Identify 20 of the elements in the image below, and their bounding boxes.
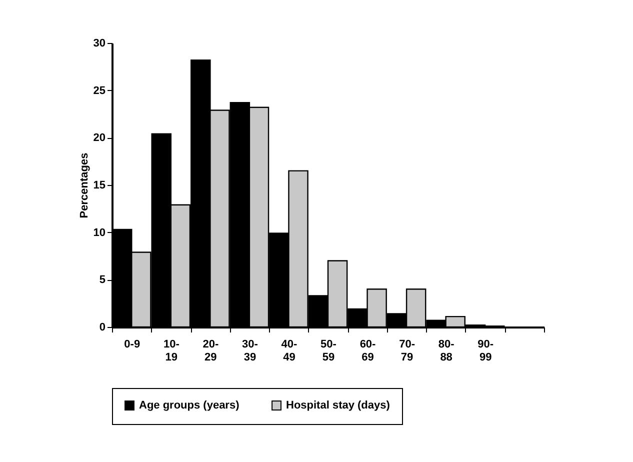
y-tick-label: 30 — [93, 38, 106, 50]
y-tick-label: 0 — [99, 322, 106, 334]
x-tick-label: 40- 49 — [281, 338, 298, 364]
x-tick-label: 70- 79 — [399, 338, 416, 364]
y-tick-label: 5 — [99, 274, 106, 286]
y-axis-title: Percentages — [78, 152, 90, 218]
y-tick-label: 15 — [93, 180, 106, 192]
legend-label: Hospital stay (days) — [286, 400, 390, 412]
x-tick-label: 90- 99 — [478, 338, 494, 364]
legend-label: Age groups (years) — [139, 400, 240, 412]
x-tick-label: 80- 88 — [438, 338, 455, 364]
x-tick-label: 60- 69 — [360, 338, 376, 364]
y-tick-label: 10 — [93, 226, 106, 239]
x-tick-label: 0-9 — [124, 338, 140, 350]
x-tick-label: 10- 19 — [163, 338, 180, 364]
y-tick-label: 25 — [93, 84, 106, 97]
x-tick-label: 30- 39 — [242, 338, 258, 364]
x-tick-label: 50- 59 — [320, 338, 337, 364]
x-tick-label: 20- 29 — [202, 338, 219, 364]
y-tick-label: 20 — [93, 132, 106, 144]
